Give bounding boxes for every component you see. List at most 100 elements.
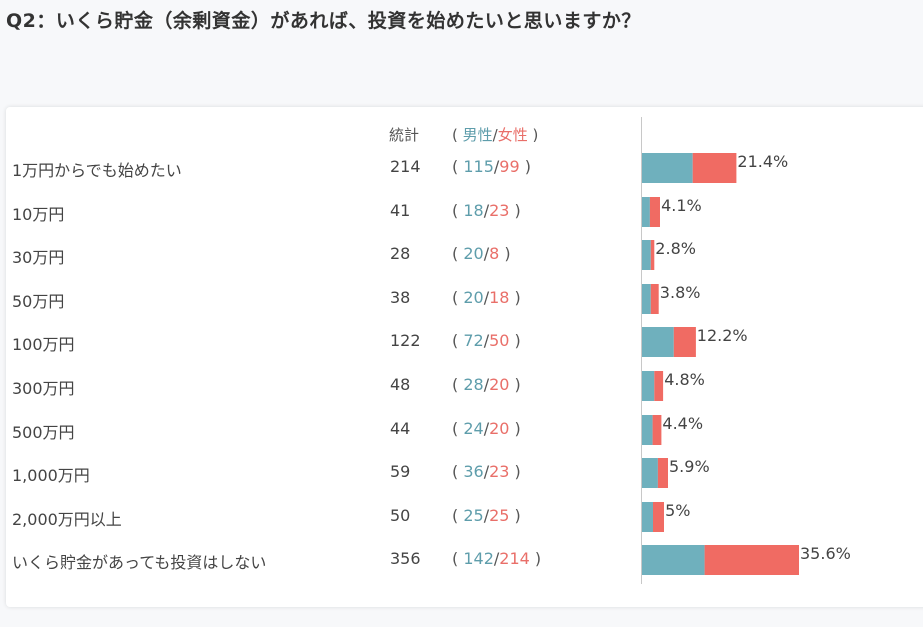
slash: / — [483, 244, 490, 263]
close-paren: ) — [514, 419, 521, 438]
male-count: 20 — [463, 288, 484, 307]
results-card — [6, 107, 923, 607]
bar-female-segment — [650, 284, 659, 314]
answer-label: 1,000万円 — [12, 466, 90, 485]
female-count: 25 — [489, 506, 510, 525]
bar-male-segment — [642, 153, 693, 183]
female-count: 23 — [489, 201, 510, 220]
bar-male-segment — [642, 545, 705, 575]
female-count: 20 — [489, 375, 510, 394]
male-count: 72 — [463, 331, 484, 350]
bar-male-segment — [642, 197, 650, 227]
close-paren: ) — [514, 506, 521, 525]
close-paren: ) — [524, 157, 531, 176]
answer-total: 50 — [390, 506, 411, 525]
header-male: 男性 — [462, 126, 493, 144]
answer-row: 1,000万円 59 ( 36/23 ) — [0, 462, 923, 506]
slash: / — [483, 288, 490, 307]
close-paren: ) — [514, 462, 521, 481]
bar-percent-label: 35.6% — [800, 544, 851, 563]
answer-gender-split: ( 142/214 ) — [452, 549, 541, 568]
answer-gender-split: ( 24/20 ) — [452, 419, 521, 438]
male-count: 142 — [463, 549, 494, 568]
female-count: 20 — [489, 419, 510, 438]
answer-label: 300万円 — [12, 379, 75, 398]
bar-male-segment — [642, 371, 655, 401]
slash: / — [483, 506, 490, 525]
female-count: 50 — [489, 331, 510, 350]
bar-male-segment — [642, 284, 651, 314]
open-paren: ( — [452, 375, 459, 394]
close-paren: ) — [514, 201, 521, 220]
slash: / — [483, 462, 490, 481]
open-paren: ( — [452, 549, 459, 568]
answer-total: 44 — [390, 419, 411, 438]
slash: / — [493, 549, 500, 568]
slash: / — [483, 375, 490, 394]
question-title: Q2：いくら貯金（余剰資金）があれば、投資を始めたいと思いますか？ — [6, 10, 641, 32]
slash: / — [493, 157, 500, 176]
answer-label: 50万円 — [12, 292, 65, 311]
slash: / — [483, 419, 490, 438]
header-total: 統計 — [389, 126, 420, 144]
bar-male-segment — [642, 458, 658, 488]
answer-total: 38 — [390, 288, 411, 307]
female-count: 99 — [499, 157, 520, 176]
female-count: 18 — [489, 288, 510, 307]
female-count: 214 — [499, 549, 530, 568]
slash: / — [483, 201, 490, 220]
bar-male-segment — [642, 327, 674, 357]
bar-percent-label: 5% — [665, 501, 690, 520]
bar-percent-label: 4.1% — [661, 196, 702, 215]
answer-label: いくら貯金があっても投資はしない — [12, 553, 267, 572]
answer-total: 122 — [390, 331, 421, 350]
answer-gender-split: ( 20/18 ) — [452, 288, 521, 307]
answer-gender-split: ( 18/23 ) — [452, 201, 521, 220]
answer-row: 2,000万円以上 50 ( 25/25 ) — [0, 506, 923, 550]
male-count: 28 — [463, 375, 484, 394]
male-count: 25 — [463, 506, 484, 525]
answer-row: 100万円 122 ( 72/50 ) — [0, 331, 923, 375]
male-count: 20 — [463, 244, 484, 263]
bar-percent-label: 21.4% — [737, 152, 788, 171]
open-paren: ( — [452, 288, 459, 307]
answer-label: 100万円 — [12, 335, 75, 354]
bar-male-segment — [642, 415, 653, 445]
bar-percent-label: 12.2% — [697, 326, 748, 345]
bar-female-segment — [650, 240, 655, 270]
close-paren: ) — [514, 375, 521, 394]
header-gender-split: ( 男性/女性 ) — [452, 124, 538, 145]
answer-row: 50万円 38 ( 20/18 ) — [0, 288, 923, 332]
answer-total: 356 — [390, 549, 421, 568]
bar-male-segment — [642, 240, 651, 270]
bar-male-segment — [642, 502, 653, 532]
open-paren: ( — [452, 331, 459, 350]
male-count: 24 — [463, 419, 484, 438]
answer-row: 1万円からでも始めたい 214 ( 115/99 ) — [0, 157, 923, 201]
bar-percent-label: 5.9% — [669, 457, 710, 476]
answer-label: 10万円 — [12, 205, 65, 224]
close-paren: ) — [514, 288, 521, 307]
answer-gender-split: ( 115/99 ) — [452, 157, 531, 176]
bar-female-segment — [657, 458, 668, 488]
answer-row: 30万円 28 ( 20/8 ) — [0, 244, 923, 288]
answer-total: 48 — [390, 375, 411, 394]
answer-gender-split: ( 28/20 ) — [452, 375, 521, 394]
answer-label: 30万円 — [12, 248, 65, 267]
header-close-paren: ) — [532, 126, 539, 144]
answer-total: 59 — [390, 462, 411, 481]
answer-gender-split: ( 36/23 ) — [452, 462, 521, 481]
answer-row: 300万円 48 ( 28/20 ) — [0, 375, 923, 419]
answer-row: 500万円 44 ( 24/20 ) — [0, 419, 923, 463]
male-count: 18 — [463, 201, 484, 220]
answer-label: 2,000万円以上 — [12, 510, 122, 529]
open-paren: ( — [452, 244, 459, 263]
answer-label: 1万円からでも始めたい — [12, 161, 182, 180]
bar-percent-label: 4.4% — [662, 414, 703, 433]
answer-gender-split: ( 25/25 ) — [452, 506, 521, 525]
header-slash: / — [492, 126, 498, 144]
bar-female-segment — [692, 153, 737, 183]
answer-total: 214 — [390, 157, 421, 176]
bar-female-segment — [673, 327, 696, 357]
